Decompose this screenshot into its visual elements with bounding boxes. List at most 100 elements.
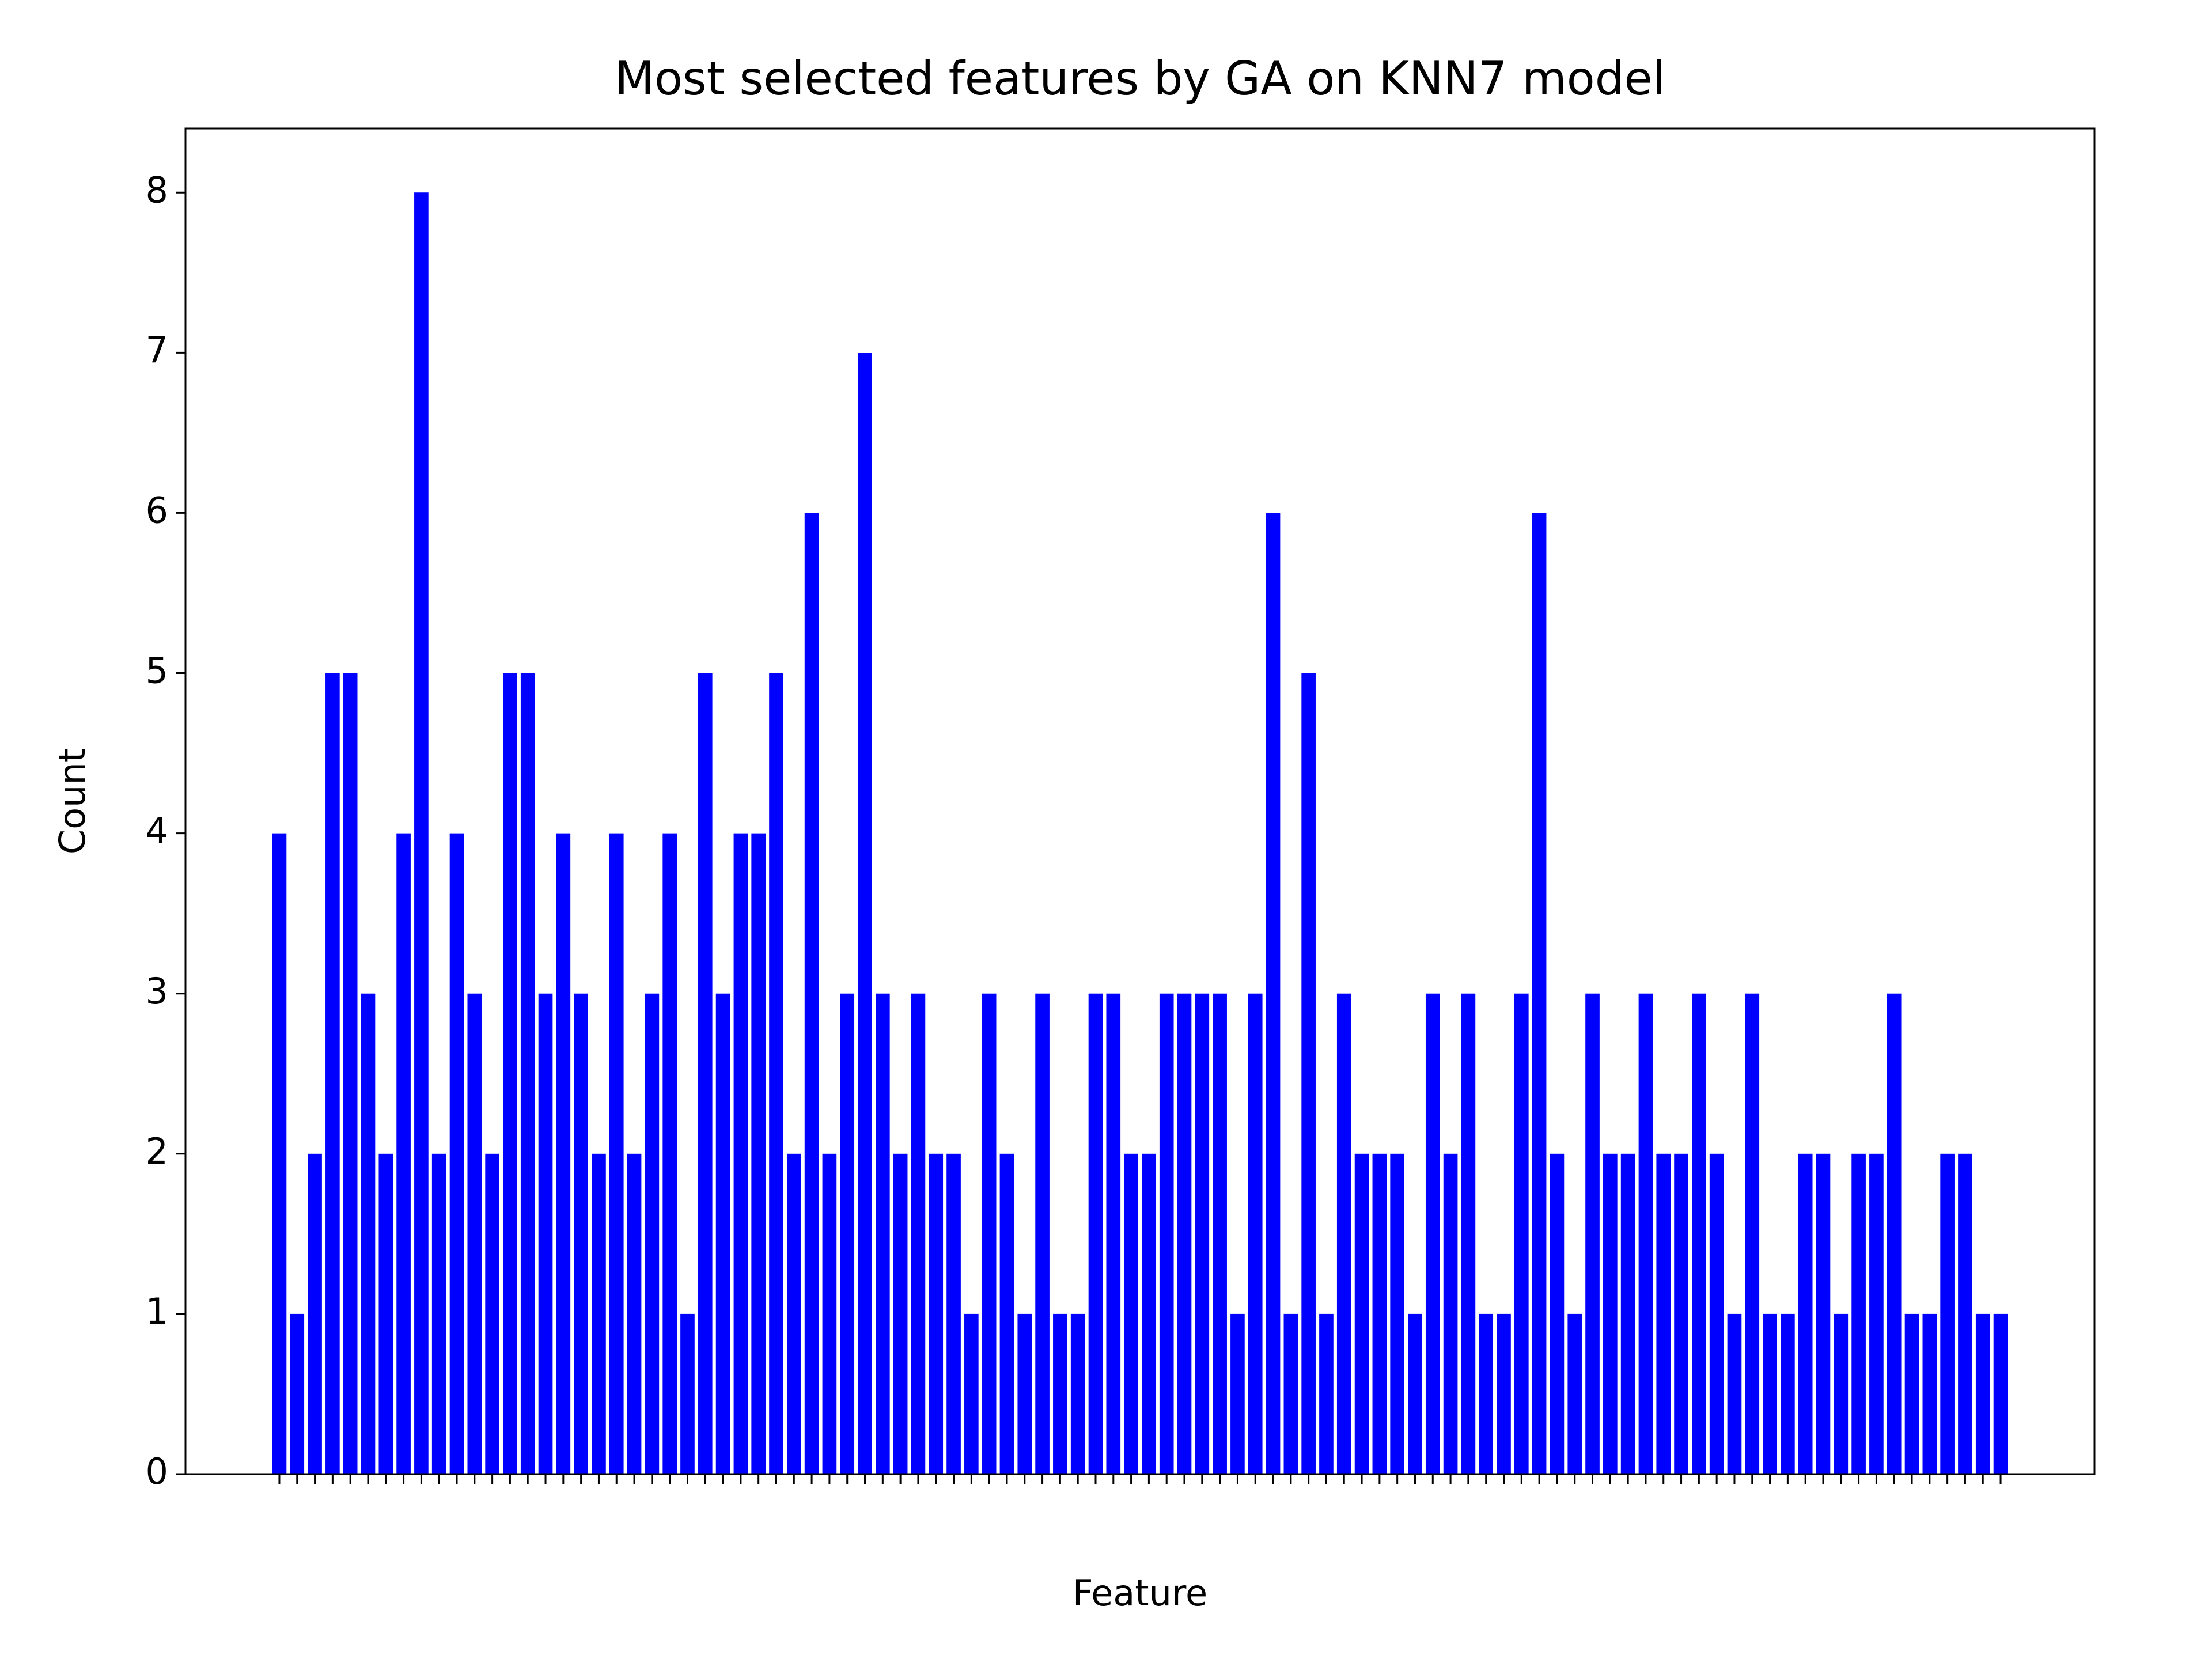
bar [1816, 1153, 1831, 1474]
bar [1834, 1313, 1849, 1474]
bar [1301, 673, 1316, 1474]
bar [1887, 993, 1902, 1474]
bar [1514, 993, 1529, 1474]
bar [1638, 993, 1653, 1474]
bar [698, 673, 713, 1474]
bar [786, 1153, 801, 1474]
y-tick-label: 0 [146, 1450, 168, 1493]
bar [1372, 1153, 1387, 1474]
bar [485, 1153, 499, 1474]
plot-frame [184, 127, 2096, 1475]
bar [1851, 1153, 1866, 1474]
bar [1425, 993, 1440, 1474]
bar [1603, 1153, 1618, 1474]
bar [1727, 1313, 1742, 1474]
y-tick-label: 3 [146, 970, 168, 1012]
y-tick-label: 8 [146, 169, 168, 211]
bar [467, 993, 482, 1474]
bar [343, 673, 358, 1474]
y-tick-label: 4 [146, 810, 168, 852]
bar [1248, 993, 1263, 1474]
bar [520, 673, 535, 1474]
bar [1940, 1153, 1955, 1474]
bar [929, 1153, 944, 1474]
bar [1230, 1313, 1245, 1474]
y-tick-label: 7 [146, 329, 168, 371]
bar [1993, 1313, 2008, 1474]
bar [1479, 1313, 1494, 1474]
bar [361, 993, 376, 1474]
bar [592, 1153, 606, 1474]
bar [893, 1153, 908, 1474]
bar [858, 353, 872, 1475]
bar [414, 192, 429, 1475]
chart-title: Most selected features by GA on KNN7 mod… [615, 52, 1665, 105]
bar [964, 1313, 979, 1474]
bar [1975, 1313, 1990, 1474]
bar [1709, 1153, 1724, 1474]
bar [946, 1153, 961, 1474]
bar [609, 833, 624, 1474]
bar [1550, 1153, 1565, 1474]
bar [822, 1153, 837, 1474]
bar [1620, 1153, 1635, 1474]
y-axis-label: Count [51, 748, 93, 854]
bar [1124, 1153, 1138, 1474]
bar [911, 993, 926, 1474]
y-tick-label: 5 [146, 650, 168, 692]
x-axis-label: Feature [1073, 1572, 1207, 1614]
bar [1035, 993, 1050, 1474]
y-tick-label: 1 [146, 1290, 168, 1332]
bar [733, 833, 748, 1474]
bar [1745, 993, 1760, 1474]
bar [804, 513, 819, 1474]
bar [396, 833, 411, 1474]
bar [627, 1153, 642, 1474]
bar [1461, 993, 1476, 1474]
bar [1142, 1153, 1156, 1474]
bar [1904, 1313, 1919, 1474]
bar [876, 993, 890, 1474]
bar [1177, 993, 1192, 1474]
bar [538, 993, 553, 1474]
bar [1390, 1153, 1404, 1474]
bar [715, 993, 730, 1474]
bar [999, 1153, 1014, 1474]
bar [680, 1313, 695, 1474]
y-tick-label: 2 [146, 1130, 168, 1172]
bar [1354, 1153, 1369, 1474]
bar [1781, 1313, 1795, 1474]
bar [1692, 993, 1706, 1474]
bar [1656, 1153, 1671, 1474]
bar [1532, 513, 1547, 1474]
bar [1053, 1313, 1067, 1474]
bar [840, 993, 855, 1474]
bar [1283, 1313, 1298, 1474]
bar [1869, 1153, 1884, 1474]
bar [290, 1313, 305, 1474]
bar [431, 1153, 446, 1474]
bar [378, 1153, 393, 1474]
bar [1674, 1153, 1688, 1474]
bar [556, 833, 571, 1474]
bar [449, 833, 464, 1474]
bar [1497, 1313, 1511, 1474]
bar [325, 673, 340, 1474]
bar [662, 833, 677, 1474]
bar [1798, 1153, 1813, 1474]
bar [769, 673, 783, 1474]
bar [574, 993, 588, 1474]
bar [1266, 513, 1281, 1474]
bar [1088, 993, 1103, 1474]
bar [1336, 993, 1351, 1474]
bar [1763, 1313, 1777, 1474]
bar [751, 833, 766, 1474]
bar [503, 673, 517, 1474]
bar [982, 993, 997, 1474]
bar [1443, 1153, 1458, 1474]
bar [272, 833, 287, 1474]
bar [1159, 993, 1174, 1474]
y-tick-label: 6 [146, 490, 168, 532]
bar [1922, 1313, 1937, 1474]
